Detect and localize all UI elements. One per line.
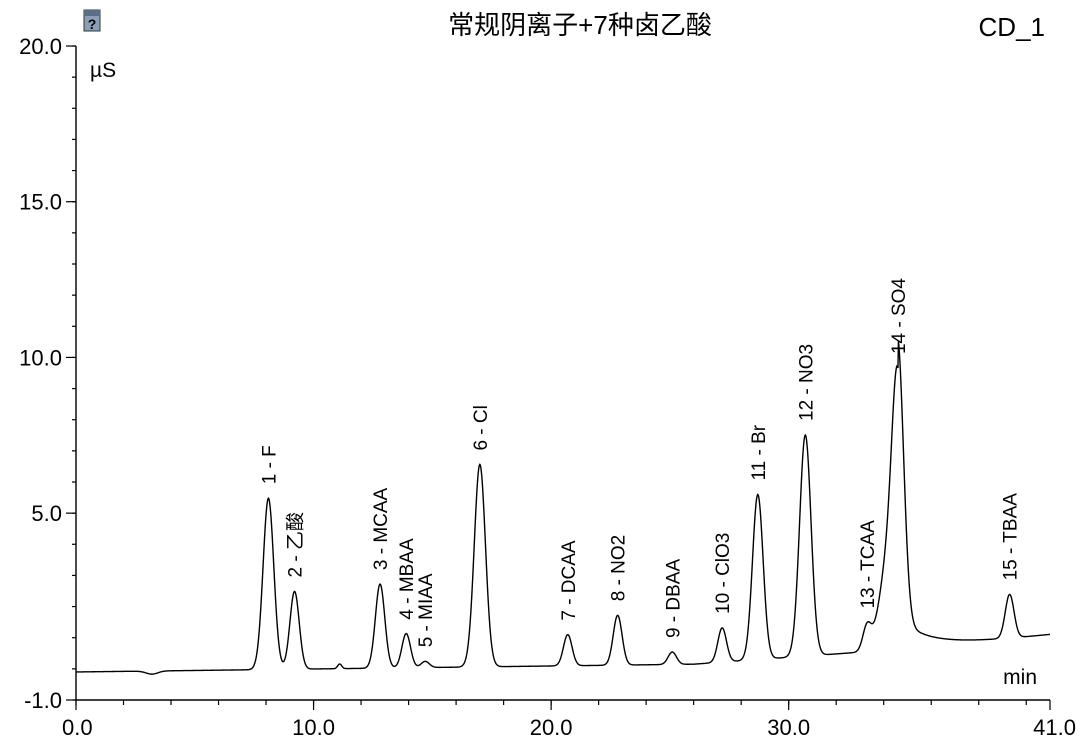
y-tick-label: 20.0 [19, 34, 62, 59]
y-tick-label: 5.0 [31, 501, 62, 526]
peak-label: 8 - NO2 [609, 535, 630, 602]
y-tick-label: 10.0 [19, 345, 62, 370]
help-icon[interactable]: ? [83, 9, 101, 32]
x-tick-label: 0.0 [62, 715, 93, 740]
tick-group [66, 45, 1051, 710]
peak-label: 6 - Cl [471, 405, 492, 450]
peak-label: 1 - F [259, 445, 280, 484]
peak-label: 2 - 乙酸 [285, 512, 307, 577]
peak-label: 9 - DBAA [663, 559, 684, 639]
peak-label: 14 - SO4 [889, 278, 910, 354]
x-axis-unit: min [1003, 666, 1037, 689]
x-tick-label: 41.0 [1033, 715, 1076, 740]
channel-label: CD_1 [979, 12, 1045, 42]
x-tick-label: 20.0 [530, 715, 573, 740]
x-tick-label: 10.0 [292, 715, 335, 740]
chart-title: 常规阴离子+7种卤乙酸 [448, 10, 712, 40]
peak-label: 12 - NO3 [796, 344, 817, 421]
chromatogram-trace [76, 340, 1051, 675]
peak-label: 10 - ClO3 [713, 533, 734, 614]
peak-label: 15 - TBAA [1001, 493, 1022, 581]
tick-label-group: 0.0 10.0 20.0 30.0 41.0 -1.0 5.0 10.0 15.0 20.0 [19, 34, 1076, 740]
peak-label: 3 - MCAA [371, 487, 392, 570]
y-axis-unit: µS [90, 59, 116, 82]
y-tick-label: -1.0 [24, 688, 62, 713]
peak-label: 5 - MIAA [416, 573, 437, 647]
peak-label: 4 - MBAA [397, 538, 418, 620]
peak-label: 13 - TCAA [858, 520, 879, 609]
peak-label: 7 - DCAA [559, 540, 580, 621]
x-tick-label: 30.0 [767, 715, 810, 740]
y-tick-label: 15.0 [19, 190, 62, 215]
peak-label: 11 - Br [749, 424, 770, 480]
svg-text:?: ? [88, 16, 97, 32]
